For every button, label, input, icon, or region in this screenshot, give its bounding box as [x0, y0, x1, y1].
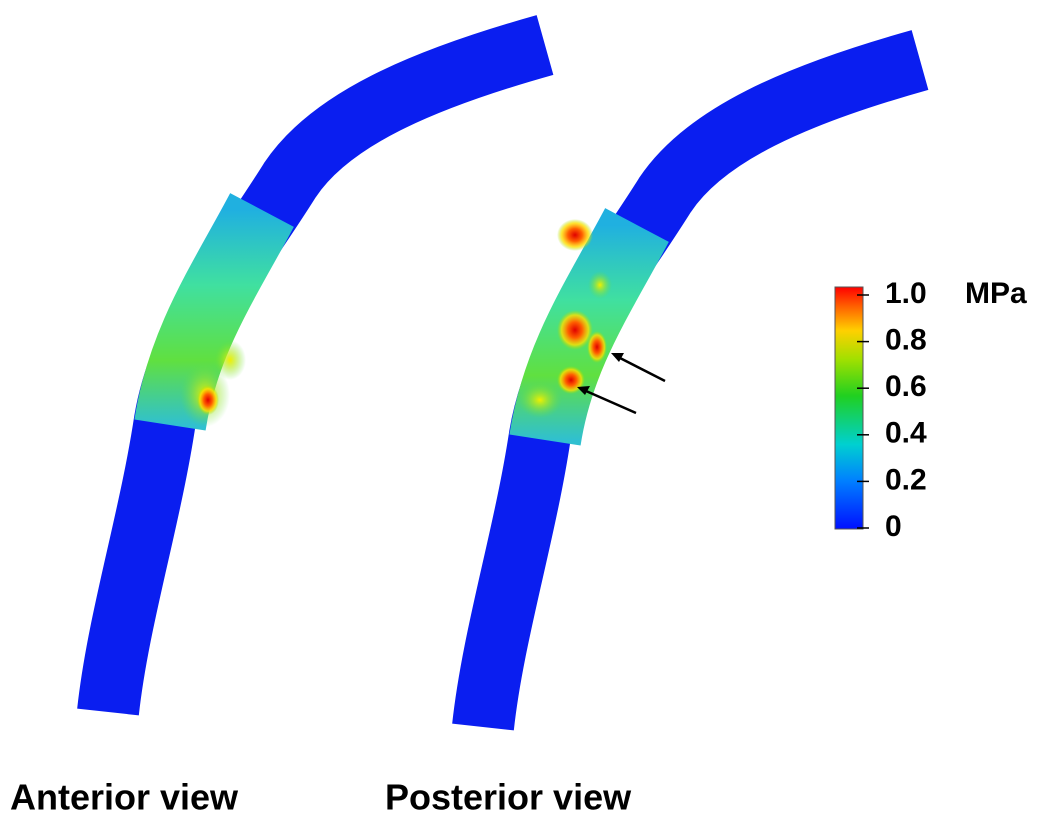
colorbar-tick-label: 0.2 [885, 463, 927, 496]
colorbar-tick-label: 0.8 [885, 324, 927, 357]
colorbar [835, 287, 863, 529]
caption: Anterior view [10, 777, 239, 817]
figure: MPa Anterior view Posterior view 0 0.2 0.4… [0, 0, 1046, 817]
colorbar-tick-label: 1.0 [885, 277, 927, 310]
colorbar-tick-label: 0.6 [885, 370, 927, 403]
colorbar-tick-label: 0.4 [885, 417, 927, 450]
colorbar-unit: MPa [965, 277, 1027, 310]
caption: Posterior view [385, 777, 632, 817]
colorbar-tick-label: 0 [885, 510, 902, 543]
